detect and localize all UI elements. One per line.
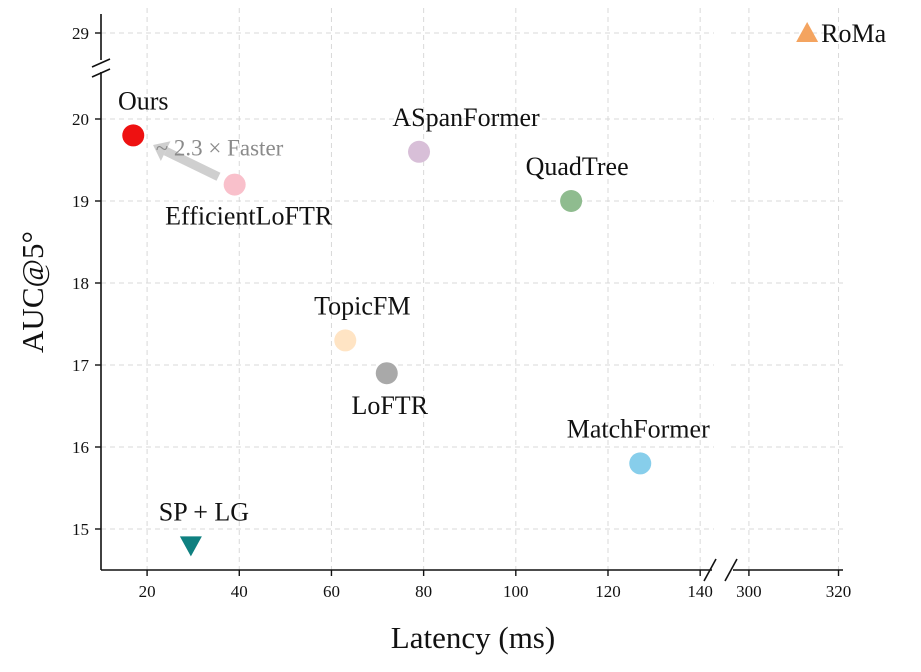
x-tick-label: 120 (595, 582, 621, 601)
y-tick-label: 20 (72, 110, 89, 129)
label-quadtree: QuadTree (526, 152, 629, 181)
point-matchformer (629, 452, 652, 475)
y-axis-title: AUC@5° (15, 231, 50, 353)
ticks: 20 40 60 80 100 120 140 300 320 15 16 17 18 19 20 29 (72, 24, 851, 601)
point-sp-lg (179, 536, 202, 557)
label-matchformer: MatchFormer (567, 414, 710, 443)
x-tick-label: 100 (503, 582, 529, 601)
y-tick-label: 16 (72, 438, 89, 457)
label-aspanformer: ASpanFormer (392, 103, 540, 132)
point-efficientloftr (223, 173, 246, 196)
x-break-mark (703, 558, 717, 582)
speedup-annotation-label: ~ 2.3 × Faster (156, 136, 284, 161)
y-tick-label: 15 (72, 520, 89, 539)
y-tick-label: 19 (72, 192, 89, 211)
y-break-mark (91, 68, 111, 78)
x-tick-label: 60 (323, 582, 340, 601)
annotation: ~ 2.3 × Faster (153, 136, 284, 181)
x-tick-label: 300 (736, 582, 762, 601)
x-tick-label: 20 (139, 582, 156, 601)
point-topicfm (334, 329, 357, 352)
x-tick-label: 80 (415, 582, 432, 601)
speedup-arrow-shaft (163, 147, 221, 181)
data-points (122, 22, 819, 557)
point-aspanformer (408, 140, 431, 163)
label-efficientloftr: EfficientLoFTR (165, 202, 333, 231)
point-loftr (375, 362, 398, 385)
speedup-arrow-head (153, 141, 171, 162)
label-roma: RoMa (821, 19, 886, 48)
label-sp-lg: SP + LG (159, 497, 249, 526)
grid (101, 8, 843, 570)
x-tick-label: 320 (826, 582, 852, 601)
y-tick-label: 17 (72, 356, 90, 375)
point-quadtree (560, 190, 583, 212)
x-break-mark (724, 558, 738, 582)
point-roma (796, 22, 819, 42)
y-tick-label: 29 (72, 24, 89, 43)
label-topicfm: TopicFM (314, 291, 410, 320)
label-ours: Ours (118, 86, 169, 115)
point-labels: Ours EfficientLoFTR ASpanFormer QuadTree Top… (118, 19, 887, 526)
point-ours (122, 124, 145, 147)
x-tick-label: 140 (687, 582, 713, 601)
axes (91, 14, 843, 582)
label-loftr: LoFTR (351, 391, 428, 420)
y-break-mark (91, 58, 111, 68)
y-tick-label: 18 (72, 274, 89, 293)
x-tick-label: 40 (231, 582, 248, 601)
x-axis-title: Latency (ms) (391, 620, 555, 655)
